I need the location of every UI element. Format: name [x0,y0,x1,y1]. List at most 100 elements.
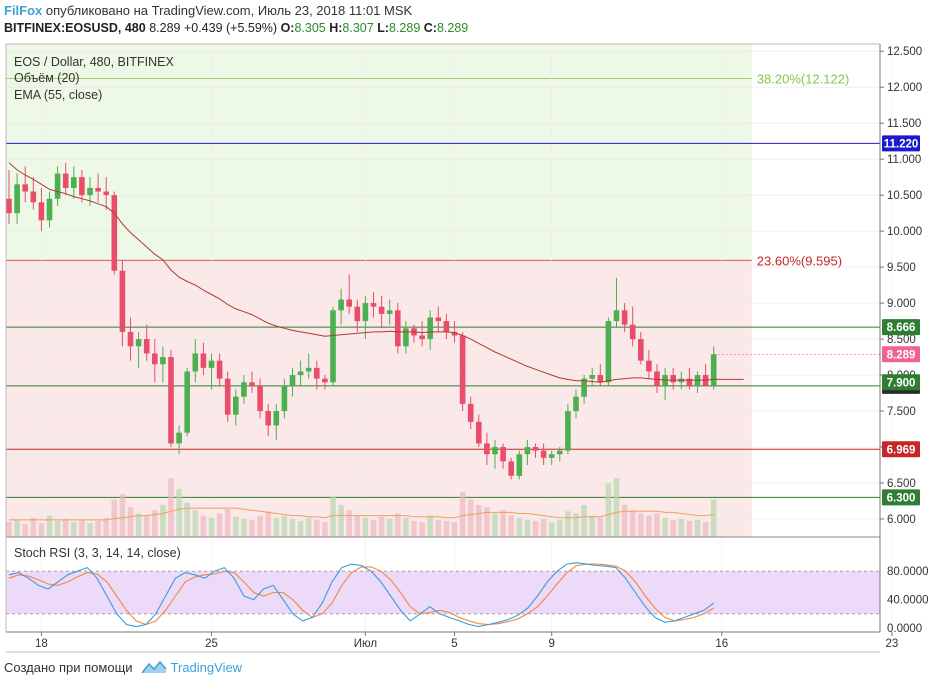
candle-body [95,187,101,192]
candle-body [646,360,652,372]
volume-bar [200,515,207,537]
volume-bar [119,494,126,537]
level-badge-3-bg [882,441,920,458]
candle-body [524,447,531,455]
volume-bar [135,513,142,537]
candle-body [257,385,263,412]
volume-bar [265,511,271,537]
volume-bar [662,517,668,537]
level-badge-1-bg [882,319,920,336]
price-tick-label: 12.500 [887,46,922,58]
legend-stoch: Stoch RSI (3, 3, 14, 14, close) [14,546,181,560]
volume-bar [524,519,531,537]
candle-body [135,339,142,347]
candle-body [281,385,288,412]
candle-body [484,443,490,455]
tradingview-link[interactable]: TradingView [170,659,243,675]
volume-bar [548,522,555,537]
volume-bar [184,502,190,537]
stoch-tick-label: 80.0000 [887,566,929,578]
volume-bar [500,510,506,537]
fib-zones: 38.20%(12.122) 23.60%(9.595) [6,44,849,537]
candle-body [208,360,215,368]
candle-body [62,173,69,188]
open-value: 8.305 [294,21,326,35]
legend-title: EOS / Dollar, 480, BITFINEX [14,55,174,69]
volume-bar [330,496,336,537]
volume-bar [638,513,644,537]
ema-path [8,162,744,383]
volume-bar [143,515,150,537]
candle-body [233,396,239,415]
price-tick-label: 8.500 [887,334,916,346]
time-tick-label: Июл [354,638,377,650]
volume-bar [467,499,474,537]
volume-bar [378,516,385,537]
tradingview-logo-icon [140,660,167,674]
candle-body [548,454,555,458]
time-tick-label: 25 [205,638,218,650]
brand-name[interactable]: FilFox [4,3,43,18]
time-tick-label: 18 [35,638,48,650]
volume-bar [386,518,393,537]
candle-body [119,270,126,332]
volume-bar [459,492,466,537]
candle-body [605,321,612,383]
high-label: H: [329,21,343,35]
volume-bar [103,517,109,537]
volume-bar [370,519,377,537]
price-tick-label: 6.500 [887,478,916,490]
volume-bar [127,507,134,537]
candlesticks [6,162,717,480]
candle-body [378,306,385,314]
candle-body [111,195,118,271]
volume-bar [508,515,514,537]
candle-body [403,328,409,347]
price-change: +0.439 (+5.59%) [183,21,278,35]
high-value: 8.307 [342,21,374,35]
stoch-rsi-pane [6,536,880,628]
candle-body [54,173,61,199]
level-badge-0-bg [882,135,920,152]
price-tick-label: 11.000 [887,154,921,166]
volume-bar [249,519,255,537]
candle-body [79,177,85,196]
volume-bar [621,504,628,537]
candle-body [597,375,604,383]
candle-body [362,303,369,322]
volume-bar [629,510,636,537]
volume-ma-path [9,507,714,521]
candle-body [670,375,676,383]
price-tick-label: 10.500 [887,190,922,202]
volume-bar [54,520,61,537]
volume-bar [95,520,101,537]
symbol-line: BITFINEX:EOSUSD, 480 8.289 +0.439 (+5.59… [4,21,468,35]
volume-bar [273,517,280,537]
volume-bar [62,518,69,537]
candle-body [297,371,304,376]
candle-body [621,310,628,325]
candle-body [395,310,401,347]
open-label: O: [280,21,295,35]
last-price: 8.289 [149,21,181,35]
close-value: 8.289 [436,21,469,35]
candle-body [370,303,377,307]
time-tick-label: 16 [715,638,728,650]
candle-body [30,191,37,203]
volume-bar [314,519,320,537]
candle-body [22,184,28,192]
candle-body [273,411,280,426]
volume-bar [670,519,676,537]
volume-bar [87,523,93,537]
volume-bar [160,504,166,537]
fib-zone-upper [6,44,752,261]
candle-body [500,447,506,462]
candle-body [435,317,442,322]
candle-body [152,353,158,365]
stoch-tick-label: 40.0000 [887,595,929,607]
volume-bar [476,504,482,537]
ema-line [8,162,744,383]
volume-bar [111,499,118,537]
